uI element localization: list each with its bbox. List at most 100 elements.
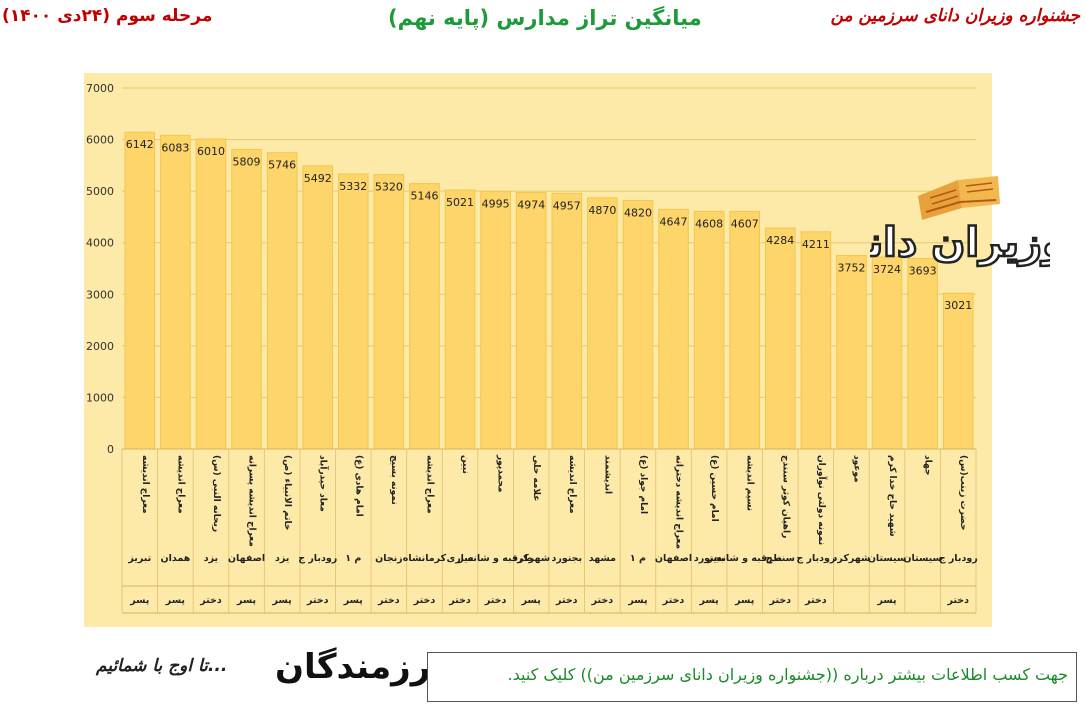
- gender-label: پسر: [521, 595, 541, 606]
- data-label: 5492: [304, 172, 332, 185]
- chart-area: 0 1000 2000 3000 4000 5000 6000 7000 6142 6083 601…: [84, 73, 1050, 627]
- gender-label: دختر: [413, 595, 436, 606]
- gender-label: دختر: [448, 595, 471, 606]
- y-tick-label: 1000: [86, 391, 114, 404]
- gender-label: پسر: [272, 595, 292, 606]
- data-label: 4284: [766, 234, 794, 247]
- school-name-label: شهید حاج خدا کرم: [887, 455, 897, 537]
- bar: [124, 131, 156, 450]
- city-label: سیستان: [868, 553, 906, 564]
- gender-label: پسر: [734, 595, 754, 606]
- bar: [871, 256, 903, 450]
- data-label: 4957: [553, 199, 581, 212]
- y-tick-label: 3000: [86, 288, 114, 301]
- school-name-label: معراج اندیشه: [567, 455, 577, 514]
- bar: [480, 190, 511, 450]
- razmandegan-logo: رزمندگان: [275, 647, 431, 687]
- city-label: سنندج: [766, 553, 795, 564]
- school-name-label: امام هادی (ع): [353, 455, 363, 517]
- bar: [693, 210, 725, 450]
- school-name-label: معراج اندیشه: [424, 455, 434, 514]
- logo-text: وزیران دانا: [870, 220, 1050, 266]
- gender-label: پسر: [699, 595, 719, 606]
- data-label: 4647: [660, 215, 688, 228]
- city-label: سیستان: [903, 553, 941, 564]
- y-tick-label: 2000: [86, 340, 114, 353]
- data-label: 5320: [375, 181, 403, 194]
- bar: [302, 165, 334, 450]
- city-label: همدان: [160, 553, 190, 564]
- school-name-label: جهاد: [923, 455, 933, 475]
- y-tick-label: 7000: [86, 82, 114, 95]
- data-label: 4211: [802, 238, 830, 251]
- school-name-label: امام جواد (ع): [638, 455, 648, 514]
- vaziran-dana-logo: وزیران دانا: [870, 176, 1050, 267]
- bar: [551, 192, 583, 450]
- gender-label: دختر: [769, 595, 792, 606]
- gender-label: دختر: [555, 595, 578, 606]
- bar: [622, 199, 654, 450]
- school-name-label: معراج اندیشه: [175, 455, 185, 514]
- city-label: شهرکرد: [512, 553, 550, 564]
- gender-label: دختر: [306, 595, 329, 606]
- bar: [729, 210, 761, 450]
- bar: [373, 174, 405, 450]
- city-label: مشهد: [589, 553, 616, 564]
- city-label: ساری: [446, 553, 473, 564]
- school-name-label: نمونه بسیج: [389, 455, 399, 505]
- gender-label: دختر: [484, 595, 507, 606]
- school-name-label: معراج اندیشه: [140, 455, 150, 514]
- school-name-label: حضرت زینب(س): [958, 455, 968, 531]
- city-label: اصفهان: [655, 553, 692, 564]
- data-label: 4974: [517, 198, 545, 211]
- school-name-label: نمونه دولتی نوآوران: [816, 455, 828, 545]
- school-name-label: معاد حیدرآباد: [318, 455, 330, 512]
- school-name-label: معراج اندیشه دخترانه: [674, 455, 684, 549]
- gender-label: دختر: [591, 595, 614, 606]
- city-label: تبریز: [127, 553, 151, 564]
- y-tick-label: 5000: [86, 185, 114, 198]
- school-name-label: اندیشمند: [602, 455, 612, 494]
- data-label: 4607: [731, 217, 759, 230]
- data-label: 3693: [909, 265, 937, 278]
- gender-label: پسر: [876, 595, 896, 606]
- school-name-label: امام حسین (ع): [709, 455, 719, 522]
- bar: [266, 152, 298, 450]
- bar: [231, 148, 262, 450]
- school-name-label: علامه حلی: [531, 455, 541, 501]
- school-name-label: نبین: [460, 455, 470, 474]
- gender-label: پسر: [627, 595, 647, 606]
- y-tick-label: 6000: [86, 134, 114, 147]
- bar: [658, 208, 689, 450]
- page-title: میانگین تراز مدارس (پایه نهم): [388, 6, 702, 30]
- bar: [160, 134, 191, 450]
- stage-label: مرحله سوم (۲۴دی ۱۴۰۰): [2, 6, 213, 26]
- city-label: طرقبه و شاندیز: [706, 553, 782, 564]
- gender-label: دختر: [377, 595, 400, 606]
- school-name-label: محمدپور: [496, 454, 506, 493]
- bar: [195, 138, 227, 450]
- bar: [409, 183, 440, 450]
- gender-label: پسر: [165, 595, 185, 606]
- city-label: اصفهان: [228, 553, 265, 564]
- city-label: م ۱: [345, 553, 361, 564]
- city-label: طرقبه و شاندیز: [457, 553, 533, 564]
- school-name-label: موعود: [851, 455, 861, 483]
- data-label: 4608: [695, 217, 723, 230]
- gender-label: دختر: [662, 595, 685, 606]
- data-label: 6142: [126, 138, 154, 151]
- data-label: 5332: [339, 180, 367, 193]
- data-label: 4995: [482, 197, 510, 210]
- city-label: رودبار ج: [796, 553, 835, 564]
- data-label: 5021: [446, 196, 474, 209]
- data-label: 6083: [161, 141, 189, 154]
- bar: [800, 231, 832, 450]
- city-label: بجنورد: [694, 553, 725, 564]
- festival-info-link[interactable]: جهت کسب اطلاعات بیشتر درباره ((جشنواره و…: [427, 652, 1077, 702]
- bar: [515, 191, 547, 450]
- bar-chart: 0 1000 2000 3000 4000 5000 6000 7000 6142 6083 601…: [86, 82, 978, 614]
- data-label: 3752: [837, 262, 865, 275]
- data-label: 5146: [410, 190, 438, 203]
- school-name-label: راهیان کوثر سنندج: [780, 455, 790, 538]
- city-label: م ۱: [630, 553, 646, 564]
